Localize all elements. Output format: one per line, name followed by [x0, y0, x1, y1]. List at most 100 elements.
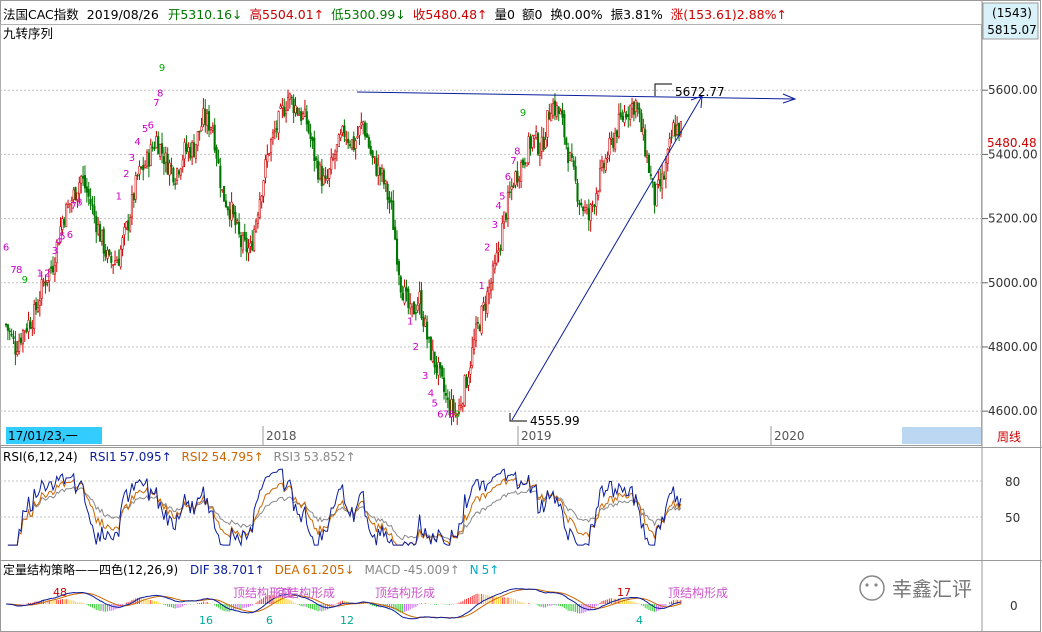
candle — [55, 239, 58, 273]
candle — [121, 235, 124, 257]
candle — [412, 300, 416, 315]
candle — [397, 258, 400, 286]
candle — [307, 119, 310, 135]
td-count-7: 7 — [510, 156, 516, 167]
candle — [234, 205, 237, 234]
candle — [471, 336, 474, 369]
candle — [324, 166, 327, 184]
candle — [501, 215, 504, 251]
candle — [568, 151, 572, 162]
candle — [525, 162, 528, 167]
candle — [191, 140, 194, 166]
td-count-9: 9 — [22, 275, 28, 286]
candle — [51, 256, 55, 275]
candle — [677, 122, 681, 142]
period-label[interactable]: 周线 — [997, 430, 1021, 444]
candle — [360, 112, 363, 130]
candle — [482, 296, 485, 312]
candle — [147, 149, 150, 178]
candle — [283, 98, 286, 118]
candle — [18, 333, 21, 355]
macd-value: -45.009↑ — [403, 563, 459, 577]
candle — [664, 155, 667, 189]
candle — [657, 171, 660, 189]
candle — [243, 223, 246, 242]
td-count-6: 6 — [3, 243, 9, 254]
candle — [655, 183, 658, 207]
resistance-trendline[interactable] — [356, 91, 796, 100]
candle — [480, 305, 483, 336]
wechat-icon — [859, 575, 885, 601]
candle — [416, 297, 419, 314]
candle — [40, 271, 43, 306]
candle — [228, 201, 231, 227]
td-count-7: 7 — [70, 201, 76, 212]
candle — [301, 111, 305, 120]
candle — [123, 222, 126, 246]
td-count-5: 5 — [142, 124, 148, 135]
amplitude-value: 振3.81% — [611, 7, 663, 22]
candle — [621, 109, 624, 123]
macd-count: 16 — [199, 614, 213, 627]
rsi-tick-80: 80 — [1005, 475, 1020, 489]
candle — [602, 160, 605, 174]
candle — [429, 336, 432, 361]
change-value: (153.61)2.88%↑ — [683, 7, 787, 22]
scroll-region[interactable] — [902, 427, 981, 444]
candle — [206, 109, 209, 135]
candle — [375, 150, 378, 177]
candle — [520, 159, 523, 189]
watermark: 幸鑫汇评 — [859, 575, 972, 601]
candle — [110, 251, 113, 269]
candle — [264, 155, 267, 184]
price-axis-labels: 4600.00 4800.00 5000.00 5200.00 5400.00 5600.… — [988, 83, 1038, 418]
candle — [617, 103, 620, 139]
candle — [439, 362, 442, 378]
candle — [279, 103, 282, 110]
candle — [580, 198, 583, 208]
candle — [354, 137, 357, 160]
trough-annotation: 4555.99 — [509, 413, 580, 428]
macd-legend: 定量结构策略——四色(12,26,9) DIF 38.701↑ DEA 61.205… — [3, 562, 499, 577]
candle — [390, 191, 393, 210]
candle — [66, 199, 70, 209]
rsi1-value: 57.095↑ — [120, 450, 172, 464]
candle — [653, 181, 656, 214]
candle — [662, 171, 666, 180]
candle — [296, 106, 299, 117]
td-count-2: 2 — [123, 169, 129, 180]
candle — [442, 367, 446, 400]
candle — [275, 120, 278, 138]
candle — [625, 110, 628, 120]
trough-label: 4555.99 — [530, 414, 580, 428]
candle — [591, 200, 594, 213]
candle — [668, 132, 671, 153]
candle — [315, 155, 318, 169]
candle — [642, 118, 645, 141]
candle — [599, 159, 602, 193]
support-trendline[interactable] — [511, 95, 703, 421]
td-count-1: 1 — [116, 191, 122, 202]
amount-value: 额0 — [522, 7, 543, 22]
candle — [636, 101, 639, 117]
candle — [550, 103, 553, 122]
candle — [337, 133, 340, 148]
candle — [629, 104, 632, 127]
candle — [245, 231, 248, 261]
candle — [50, 260, 53, 274]
candle — [364, 120, 367, 140]
candle — [258, 191, 261, 220]
candle — [567, 142, 570, 172]
candle — [226, 205, 229, 216]
candle — [200, 117, 203, 132]
price-tick-4800: 4800.00 — [988, 340, 1038, 354]
candle — [508, 181, 511, 199]
candle — [610, 131, 613, 146]
candle — [401, 285, 404, 301]
candle — [333, 149, 337, 170]
candle — [394, 219, 397, 241]
macd-count: 17 — [617, 586, 631, 599]
candle — [311, 136, 314, 149]
